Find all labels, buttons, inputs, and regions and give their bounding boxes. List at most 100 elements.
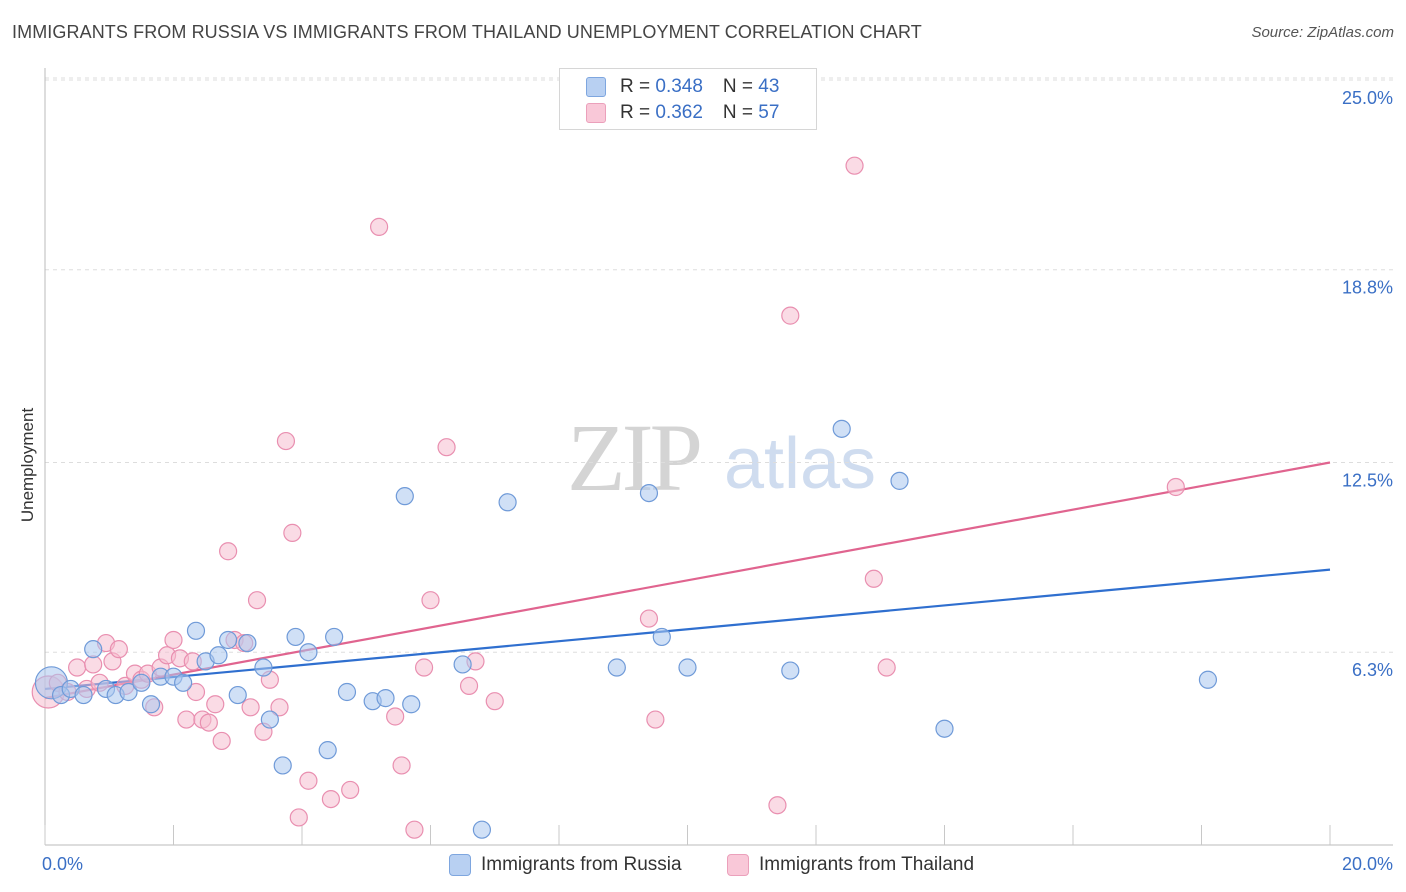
data-point-pink[interactable] (177, 710, 196, 729)
data-point-blue[interactable] (238, 633, 257, 653)
data-point-pink[interactable] (845, 156, 864, 175)
data-point-pink[interactable] (639, 609, 659, 628)
data-point-blue[interactable] (337, 682, 357, 702)
data-point-pink[interactable] (206, 695, 225, 714)
legend-n-label: N = (722, 102, 759, 123)
series-thailand-points (31, 156, 1185, 839)
bottom-legend-russia[interactable]: Immigrants from Russia (449, 852, 682, 878)
data-point-blue[interactable] (325, 627, 344, 647)
data-point-blue[interactable] (639, 484, 659, 503)
data-point-pink[interactable] (421, 591, 440, 610)
data-point-blue[interactable] (935, 719, 954, 738)
data-point-blue[interactable] (832, 419, 851, 438)
data-point-pink[interactable] (370, 217, 389, 236)
data-point-blue[interactable] (119, 682, 138, 702)
x-tick-label: 20.0% (1342, 854, 1393, 874)
data-point-pink[interactable] (247, 591, 267, 610)
data-point-pink[interactable] (84, 655, 103, 674)
watermark: ZIP atlas (567, 404, 876, 511)
data-point-pink[interactable] (341, 780, 360, 800)
legend-row-thailand: R = 0.362 N = 57 (586, 101, 779, 125)
data-point-pink[interactable] (199, 713, 218, 732)
data-point-pink[interactable] (109, 640, 128, 659)
data-point-blue[interactable] (219, 630, 238, 650)
data-point-blue[interactable] (299, 643, 318, 662)
data-point-pink[interactable] (241, 698, 260, 717)
data-point-pink[interactable] (437, 438, 456, 457)
source-label: Source: ZipAtlas.com (1251, 24, 1394, 41)
data-point-pink[interactable] (270, 698, 289, 717)
data-point-blue[interactable] (652, 627, 671, 647)
data-point-blue[interactable] (254, 658, 273, 677)
data-point-pink[interactable] (485, 692, 504, 711)
data-point-pink[interactable] (283, 523, 302, 542)
data-point-blue[interactable] (498, 493, 517, 512)
data-point-pink[interactable] (864, 569, 883, 588)
data-point-blue[interactable] (402, 695, 421, 714)
data-point-pink[interactable] (768, 796, 787, 815)
legend-r-value: 0.362 (655, 102, 703, 123)
data-point-pink[interactable] (164, 630, 183, 650)
data-point-blue[interactable] (260, 710, 279, 729)
data-point-blue[interactable] (141, 695, 161, 714)
bottom-legend-thailand[interactable]: Immigrants from Thailand (727, 852, 974, 878)
x-tick-label: 0.0% (42, 854, 83, 874)
y-axis-label: Unemployment (18, 407, 37, 523)
data-point-pink[interactable] (321, 789, 341, 809)
data-point-pink[interactable] (68, 658, 87, 677)
data-point-pink[interactable] (276, 431, 296, 451)
data-point-pink[interactable] (405, 820, 424, 839)
data-point-blue[interactable] (273, 756, 292, 775)
bottom-legend-label-thailand: Immigrants from Thailand (759, 854, 975, 875)
data-point-pink[interactable] (386, 707, 405, 726)
legend-row-russia: R = 0.348 N = 43 (586, 75, 779, 99)
y-tick-label: 12.5% (1342, 471, 1393, 491)
data-point-blue[interactable] (209, 646, 228, 665)
data-point-blue[interactable] (74, 685, 93, 705)
watermark-zip: ZIP (567, 404, 700, 511)
y-tick-label: 25.0% (1342, 88, 1393, 108)
data-point-pink[interactable] (459, 676, 479, 695)
legend-n-value: 57 (758, 102, 780, 123)
data-point-blue[interactable] (174, 673, 193, 692)
data-point-pink[interactable] (289, 808, 308, 827)
y-tick-label: 6.3% (1352, 660, 1393, 680)
data-point-pink[interactable] (414, 658, 434, 677)
data-point-pink[interactable] (392, 756, 411, 775)
bottom-legend-label-russia: Immigrants from Russia (481, 854, 682, 875)
axes (44, 68, 1393, 846)
data-point-blue[interactable] (84, 640, 103, 659)
data-point-pink[interactable] (299, 771, 318, 790)
data-point-blue[interactable] (132, 673, 151, 692)
data-point-blue[interactable] (376, 689, 395, 708)
y-tick-label: 18.8% (1342, 278, 1393, 298)
data-point-pink[interactable] (646, 710, 665, 729)
data-point-blue[interactable] (318, 741, 337, 760)
data-point-blue[interactable] (186, 621, 206, 640)
legend-r-label: R = (620, 76, 656, 97)
data-point-blue[interactable] (228, 685, 247, 705)
watermark-atlas: atlas (724, 424, 876, 504)
gridlines (45, 77, 1393, 653)
chart-title: IMMIGRANTS FROM RUSSIA VS IMMIGRANTS FRO… (12, 22, 922, 42)
data-point-blue[interactable] (678, 658, 697, 677)
data-point-blue[interactable] (395, 487, 414, 506)
data-point-pink[interactable] (186, 682, 206, 702)
data-point-pink[interactable] (212, 731, 231, 751)
data-point-pink[interactable] (1166, 477, 1185, 497)
tick-labels: 6.3% 12.5% 18.8% 25.0% 0.0% 20.0% (42, 88, 1393, 874)
data-point-blue[interactable] (472, 820, 491, 839)
legend-swatch-blue (586, 77, 606, 97)
data-point-blue[interactable] (453, 655, 472, 674)
data-point-blue[interactable] (781, 661, 800, 680)
data-point-blue[interactable] (607, 658, 626, 677)
data-point-pink[interactable] (781, 306, 800, 325)
correlation-legend: R = 0.348 N = 43 R = 0.362 N = 57 (559, 68, 817, 130)
data-point-pink[interactable] (219, 542, 238, 561)
data-point-blue[interactable] (286, 627, 305, 647)
bottom-legend-swatch-blue (449, 854, 471, 876)
data-point-blue[interactable] (890, 471, 909, 490)
data-point-pink[interactable] (877, 658, 896, 677)
data-point-blue[interactable] (1198, 670, 1218, 689)
